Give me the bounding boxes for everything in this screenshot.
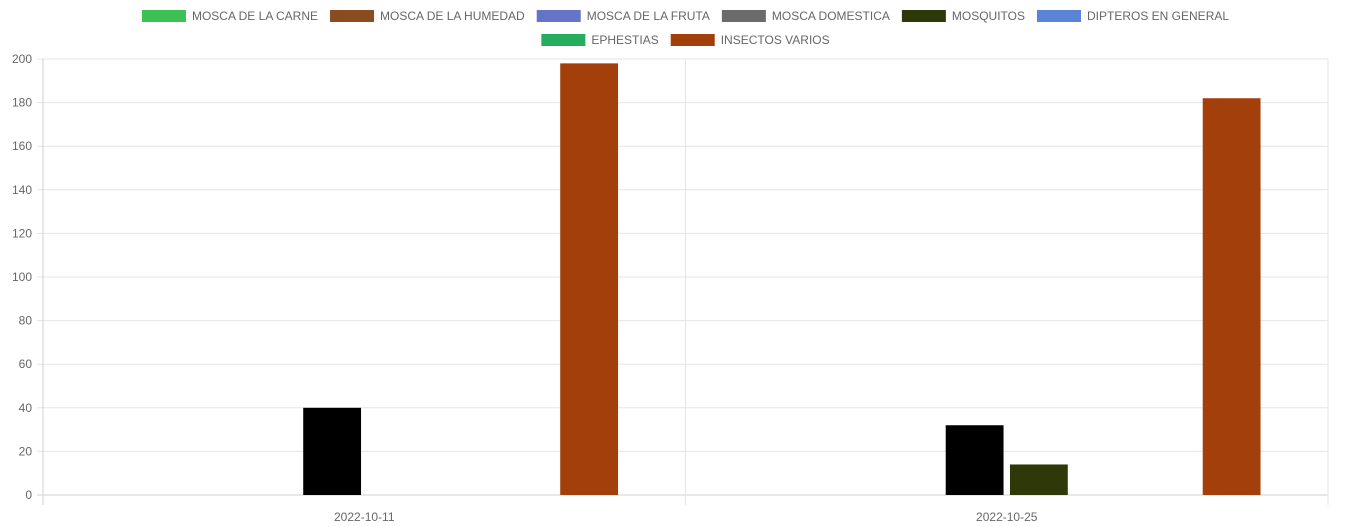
y-tick-label-100: 100 [12, 270, 32, 284]
grid [37, 58, 1329, 505]
legend-label-mosca-de-la-fruta[interactable]: MOSCA DE LA FRUTA [587, 9, 710, 23]
legend-label-mosquitos[interactable]: MOSQUITOS [952, 9, 1025, 23]
y-axis: 0 20 40 60 80 100 120 140 160 180 200 [12, 52, 32, 502]
legend-label-mosca-domestica[interactable]: MOSCA DOMESTICA [772, 9, 890, 23]
legend-swatch-ephestias [541, 34, 586, 46]
x-tick-label-2022-10-25: 2022-10-25 [976, 510, 1038, 524]
x-axis: 2022-10-11 2022-10-25 [334, 510, 1038, 524]
x-tick-label-2022-10-11: 2022-10-11 [334, 510, 395, 524]
legend-label-insectos-varios[interactable]: INSECTOS VARIOS [721, 33, 830, 47]
y-tick-label-200: 200 [12, 52, 32, 66]
legend-swatch-insectos-varios [670, 34, 715, 46]
legend-swatch-mosca-de-la-carne [141, 10, 186, 22]
legend-swatch-mosca-de-la-fruta [536, 10, 581, 22]
bar-mosquitos-2022-10-25[interactable] [1009, 464, 1068, 495]
legend-label-ephestias[interactable]: EPHESTIAS [591, 33, 658, 47]
legend-label-mosca-de-la-humedad[interactable]: MOSCA DE LA HUMEDAD [380, 9, 525, 23]
legend-swatch-dipteros-en-general [1037, 10, 1081, 22]
legend: MOSCA DE LA CARNE MOSCA DE LA HUMEDAD MOSC… [141, 9, 1229, 47]
y-tick-label-120: 120 [12, 226, 32, 240]
y-tick-label-160: 160 [12, 139, 32, 153]
legend-swatch-mosquitos [901, 10, 946, 22]
bar-mosca-domestica-2022-10-11[interactable] [303, 407, 362, 495]
y-tick-label-60: 60 [19, 357, 33, 371]
y-tick-label-140: 140 [12, 183, 32, 197]
y-tick-label-40: 40 [19, 401, 33, 415]
y-tick-label-80: 80 [19, 314, 33, 328]
y-tick-label-180: 180 [12, 96, 32, 110]
y-tick-label-20: 20 [19, 444, 33, 458]
legend-label-dipteros-en-general[interactable]: DIPTEROS EN GENERAL [1087, 9, 1229, 23]
y-tick-label-0: 0 [25, 488, 32, 502]
bars [303, 63, 1261, 496]
legend-swatch-mosca-de-la-humedad [330, 10, 375, 22]
legend-swatch-mosca-domestica [721, 10, 766, 22]
bar-mosca-domestica-2022-10-25[interactable] [945, 425, 1004, 495]
bar-insectos-varios-2022-10-11[interactable] [560, 63, 619, 496]
bar-insectos-varios-2022-10-25[interactable] [1202, 98, 1261, 496]
legend-label-mosca-de-la-carne[interactable]: MOSCA DE LA CARNE [192, 9, 318, 23]
